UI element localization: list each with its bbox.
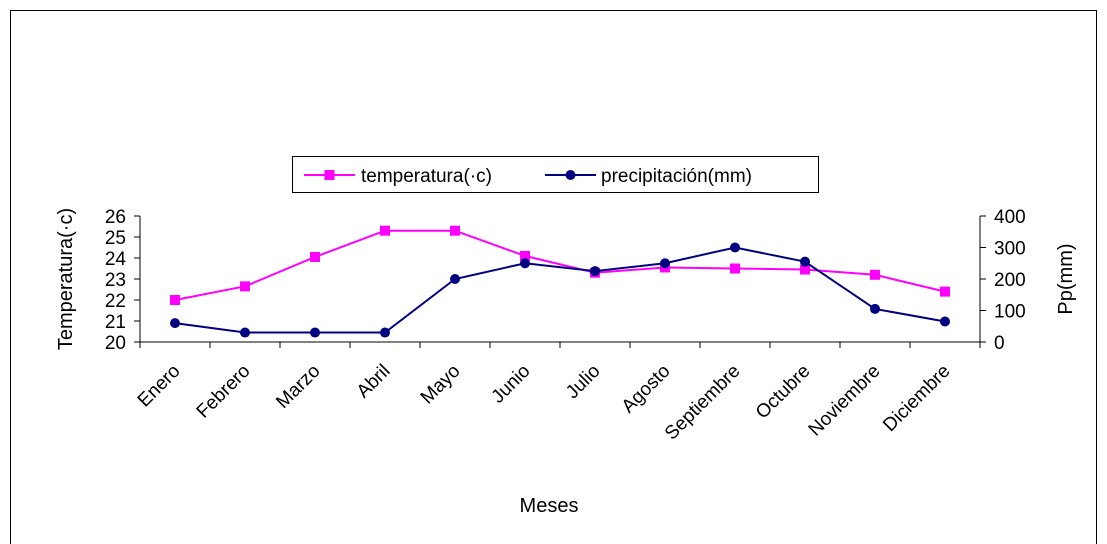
data-point-precipitacion (240, 327, 250, 338)
data-point-precipitacion (870, 303, 880, 314)
x-tick-label: Septiembre (661, 361, 745, 445)
legend: temperatura(·c) precipitación(mm) (292, 156, 819, 193)
legend-label-precipitacion: precipitación(mm) (601, 166, 752, 187)
legend-item-temperatura: temperatura(·c) (304, 166, 492, 187)
data-point-precipitacion (660, 258, 670, 269)
x-tick-label: Noviembre (805, 361, 885, 441)
data-point-temperatura (800, 264, 810, 275)
data-point-precipitacion (450, 274, 460, 284)
y2-tick-label: 0 (994, 333, 1005, 354)
legend-item-precipitacion: precipitación(mm) (545, 166, 752, 187)
data-point-precipitacion (730, 242, 740, 253)
data-point-precipitacion (940, 316, 950, 327)
y2-tick-label: 400 (994, 207, 1026, 228)
y-tick-label: 23 (105, 270, 126, 291)
y-tick-label: 22 (105, 291, 126, 312)
legend-label-temperatura: temperatura(·c) (361, 166, 492, 187)
y2-tick-label: 200 (994, 270, 1026, 291)
data-point-temperatura (310, 251, 320, 262)
data-point-precipitacion (520, 258, 530, 269)
legend-swatch-marker-precipitacion (565, 170, 576, 180)
data-point-precipitacion (590, 266, 600, 277)
data-point-precipitacion (800, 256, 810, 267)
series-layer (170, 225, 950, 338)
data-point-precipitacion (380, 327, 390, 338)
x-tick-label: Febrero (193, 361, 255, 423)
x-tick-label: Mayo (417, 361, 465, 409)
y-tick-label: 21 (105, 312, 126, 333)
x-tick-label: Agosto (618, 361, 675, 418)
data-point-temperatura (520, 250, 530, 261)
data-point-temperatura (870, 269, 880, 280)
y-tick-label: 20 (105, 333, 126, 354)
x-tick-label: Octubre (752, 361, 815, 424)
x-tick-label: Junio (488, 361, 535, 408)
data-point-temperatura (240, 281, 250, 292)
y-tick-label: 25 (105, 228, 126, 249)
series-line-precipitacion (174, 246, 946, 334)
y2-tick-label: 100 (994, 302, 1026, 323)
y2-axis-title: Pp(mm) (1055, 243, 1077, 314)
x-tick-label: Marzo (272, 361, 324, 413)
data-point-temperatura (450, 225, 460, 236)
data-point-temperatura (380, 225, 390, 236)
data-point-temperatura (940, 286, 950, 297)
x-axis-ticks: Enero Febrero Marzo Abril Mayo Junio Julio Agos… (134, 342, 981, 445)
x-tick-label: Julio (562, 361, 604, 403)
plot-area: Enero Febrero Marzo Abril Mayo Junio Julio Agos… (105, 207, 1026, 444)
y-axis-right-ticks: 0 100 200 300 400 (980, 207, 1026, 354)
data-point-temperatura (730, 263, 740, 274)
y-tick-label: 24 (105, 249, 127, 270)
legend-swatch-marker-temperatura (324, 170, 335, 180)
y-axis-title: Temperatura(·c) (55, 208, 77, 350)
chart-border (10, 10, 1097, 544)
x-tick-label: Abril (353, 361, 395, 403)
data-point-precipitacion (310, 327, 320, 338)
data-point-temperatura (170, 295, 180, 305)
series-line-temperatura (174, 229, 946, 301)
x-tick-label: Diciembre (879, 361, 954, 436)
y2-tick-label: 300 (994, 239, 1026, 260)
x-tick-label: Enero (134, 361, 185, 412)
y-tick-label: 26 (105, 207, 126, 228)
data-point-precipitacion (170, 318, 180, 329)
x-axis-title: Meses (520, 495, 579, 517)
